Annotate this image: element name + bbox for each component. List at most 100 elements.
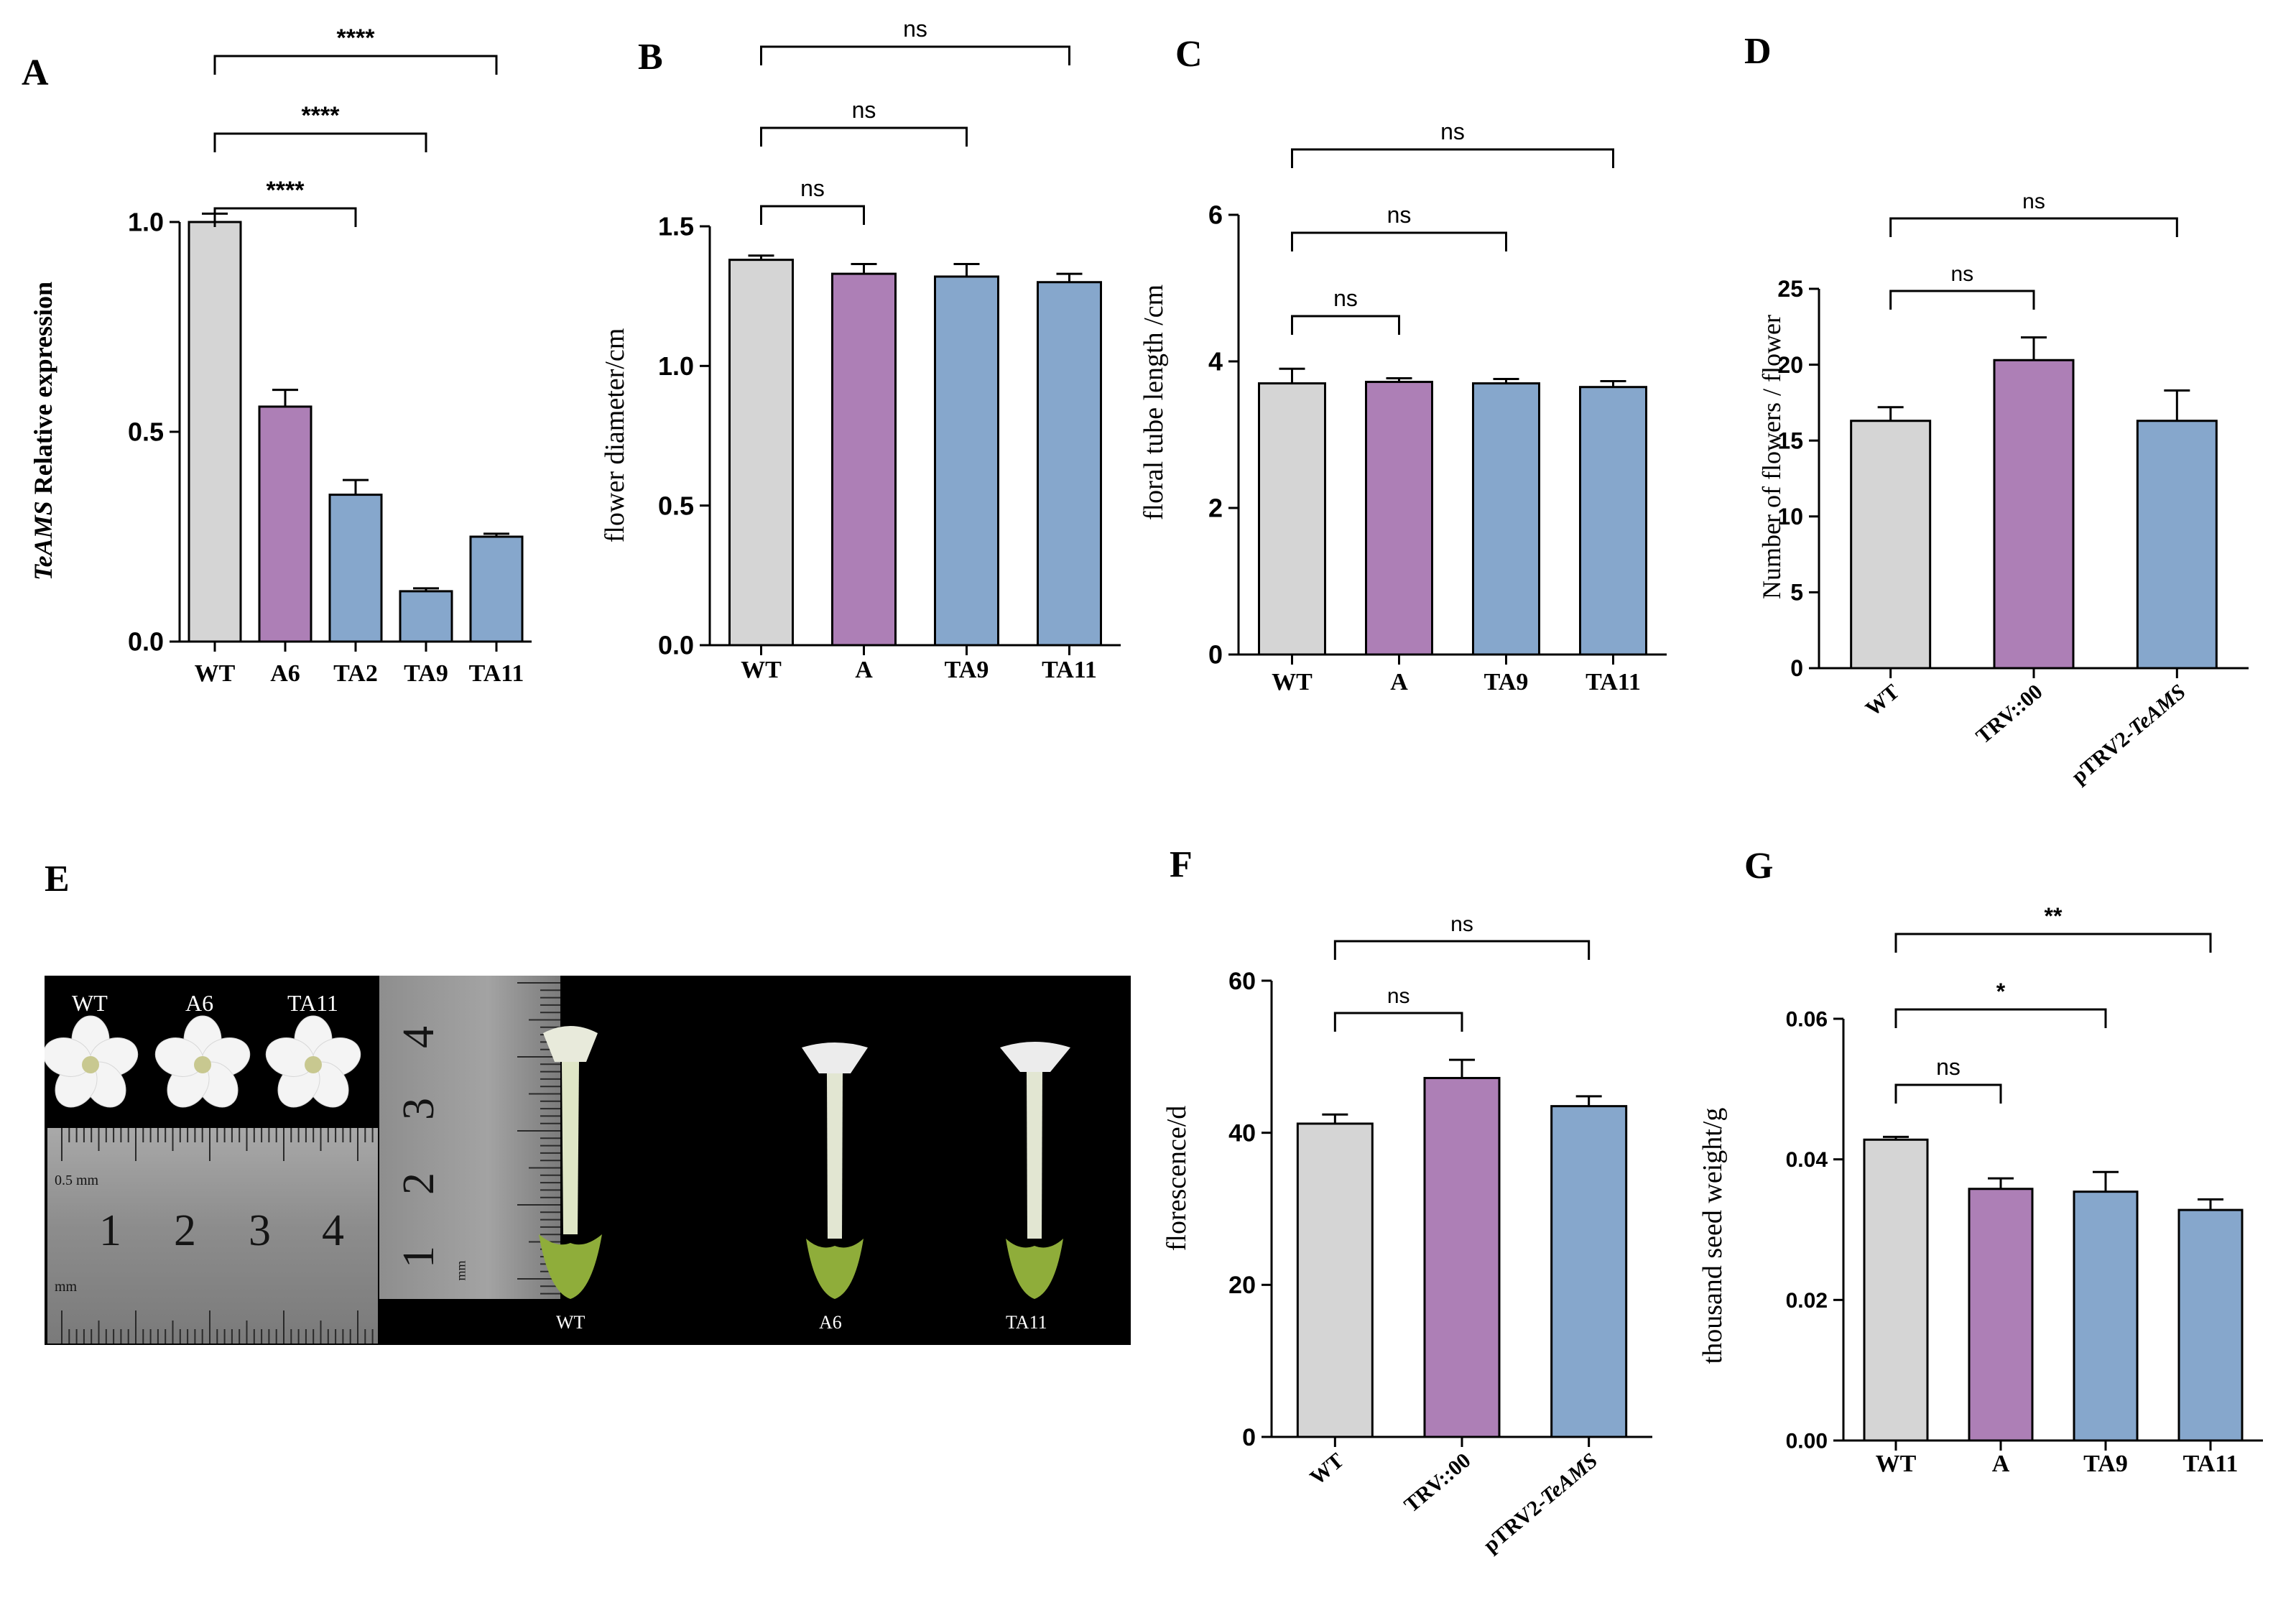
bar-pTRV2-TeAMS xyxy=(1550,1105,1628,1438)
x-category-label: WT xyxy=(741,657,782,683)
bar-TRV::00 xyxy=(1993,359,2075,670)
y-tick-label: 0 xyxy=(1790,655,1803,681)
x-category-label: TA9 xyxy=(945,657,989,683)
flower-side-wt xyxy=(539,1026,602,1299)
bar-WT xyxy=(188,221,242,643)
x-category-label-gene: TeAMS xyxy=(2124,680,2190,741)
significance-bracket xyxy=(760,45,1070,65)
significance-label: ns xyxy=(2022,190,2045,213)
panel-letter-C: C xyxy=(1175,34,1203,75)
y-tick-label: 4 xyxy=(1208,347,1223,376)
y-axis-title: flower diameter/cm xyxy=(600,328,630,543)
y-tick-label: 10 xyxy=(1777,504,1803,530)
y-tick-label: 6 xyxy=(1208,200,1223,230)
x-category-label: WT xyxy=(1861,680,1904,721)
x-category-label: TA9 xyxy=(2083,1451,2128,1477)
y-tick-label: 0.0 xyxy=(128,627,164,657)
significance-bracket xyxy=(1894,1083,2002,1104)
ruler-number: 3 xyxy=(249,1206,271,1255)
x-category-label: TA11 xyxy=(1586,669,1641,695)
significance-bracket xyxy=(213,55,498,75)
x-category-label-prefix: pTRV2- xyxy=(2067,722,2139,788)
y-tick-label: 60 xyxy=(1228,968,1256,995)
bar-TA9 xyxy=(1472,382,1540,656)
y-tick-label: 1.5 xyxy=(658,212,694,241)
y-tick-label: 0.0 xyxy=(658,631,694,660)
significance-bracket xyxy=(1291,148,1614,168)
y-tick-label: 40 xyxy=(1228,1120,1256,1147)
panel-letter-F: F xyxy=(1170,844,1193,885)
ruler-horizontal: 0.5 mm mm 1 2 3 4 xyxy=(47,1128,396,1344)
significance-bracket xyxy=(1894,1008,2107,1028)
significance-label: **** xyxy=(267,177,305,204)
significance-label: ns xyxy=(800,175,825,201)
significance-bracket xyxy=(1894,933,2212,953)
y-axis-title: floral tube length /cm xyxy=(1139,285,1169,520)
y-tick-label: 0.5 xyxy=(658,491,694,520)
x-category-label: TA11 xyxy=(1042,657,1097,683)
bar-TA9 xyxy=(934,275,999,647)
photo-label-top: A6 xyxy=(185,990,214,1016)
significance-label: * xyxy=(1996,979,2006,1004)
photo-label-bottom: WT xyxy=(556,1312,585,1333)
y-tick-label: 0.5 xyxy=(128,417,164,447)
x-category-label: pTRV2-TeAMS xyxy=(2067,680,2190,788)
ruler-vertical: 4 3 2 1 mm xyxy=(379,976,560,1302)
flower-side-a6 xyxy=(802,1042,868,1299)
bar-A xyxy=(831,272,897,647)
significance-label: ** xyxy=(2045,903,2063,929)
flower-photo: 0.5 mm mm 1 2 3 4 4 3 2 1 mm xyxy=(45,976,1131,1345)
significance-bracket xyxy=(1333,940,1591,960)
significance-bracket xyxy=(213,207,357,227)
significance-label: ns xyxy=(1387,202,1412,228)
bar-A6 xyxy=(258,405,313,643)
y-tick-label: 0 xyxy=(1208,640,1223,670)
x-category-label: TRV::00 xyxy=(1399,1448,1475,1517)
ruler-number: 2 xyxy=(174,1206,196,1255)
significance-bracket xyxy=(760,205,865,225)
y-tick-label: 0 xyxy=(1242,1424,1256,1451)
panel-letter-B: B xyxy=(638,37,663,78)
bar-WT xyxy=(1296,1122,1374,1438)
chart-d: 0 5 10 15 20 25 Number of flowers / flower WT TR… xyxy=(1757,190,2249,788)
ruler-number: 4 xyxy=(322,1206,344,1255)
x-category-label: A xyxy=(855,657,873,683)
photo-label-top: TA11 xyxy=(287,990,338,1016)
chart-a: 0.0 0.5 1.0 TeAMS Relative expression WT A6 TA… xyxy=(29,24,532,687)
bar-TA9 xyxy=(2073,1190,2139,1442)
x-category-label: TA9 xyxy=(1484,669,1529,695)
x-category-label: TA11 xyxy=(469,660,524,687)
y-tick-label: 15 xyxy=(1777,427,1803,453)
y-axis-title-gene: TeAMS xyxy=(29,501,57,581)
y-tick-label: 1.0 xyxy=(128,208,164,237)
significance-bracket xyxy=(760,126,968,147)
x-category-label-prefix: pTRV2- xyxy=(1479,1491,1552,1557)
panel-letter-D: D xyxy=(1744,31,1772,72)
bar-WT xyxy=(1850,420,1932,670)
y-tick-label: 0.04 xyxy=(1786,1148,1828,1172)
x-category-label: TRV::00 xyxy=(1971,680,2047,749)
y-tick-label: 20 xyxy=(1777,352,1803,378)
chart-g: 0.00 0.02 0.04 0.06 thousand seed weight/g WT… xyxy=(1698,903,2263,1477)
significance-label: ns xyxy=(1440,119,1465,144)
bar-TA11 xyxy=(1579,386,1647,656)
significance-label: ns xyxy=(1950,262,1973,286)
chart-c: 0 2 4 6 floral tube length /cm WT A TA9 TA11 ns ns… xyxy=(1139,119,1667,695)
y-axis-title: TeAMS Relative expression xyxy=(29,282,57,581)
significance-bracket xyxy=(1291,231,1507,251)
significance-bracket xyxy=(1333,1012,1463,1032)
x-category-label: WT xyxy=(195,660,236,687)
significance-label: **** xyxy=(302,102,341,129)
x-category-label: WT xyxy=(1305,1448,1348,1489)
y-tick-label: 0.06 xyxy=(1786,1008,1828,1032)
y-axis-title: florescence/d xyxy=(1162,1106,1192,1252)
y-axis-title-rest: Relative expression xyxy=(29,282,57,501)
x-category-label: WT xyxy=(1876,1451,1917,1477)
photo-label-top: WT xyxy=(72,990,108,1016)
significance-label: ns xyxy=(1450,912,1473,936)
x-category-label: TA9 xyxy=(404,660,448,687)
y-tick-label: 0.00 xyxy=(1786,1430,1828,1453)
x-category-label: A xyxy=(1992,1451,2010,1477)
bar-TRV::00 xyxy=(1423,1076,1501,1438)
